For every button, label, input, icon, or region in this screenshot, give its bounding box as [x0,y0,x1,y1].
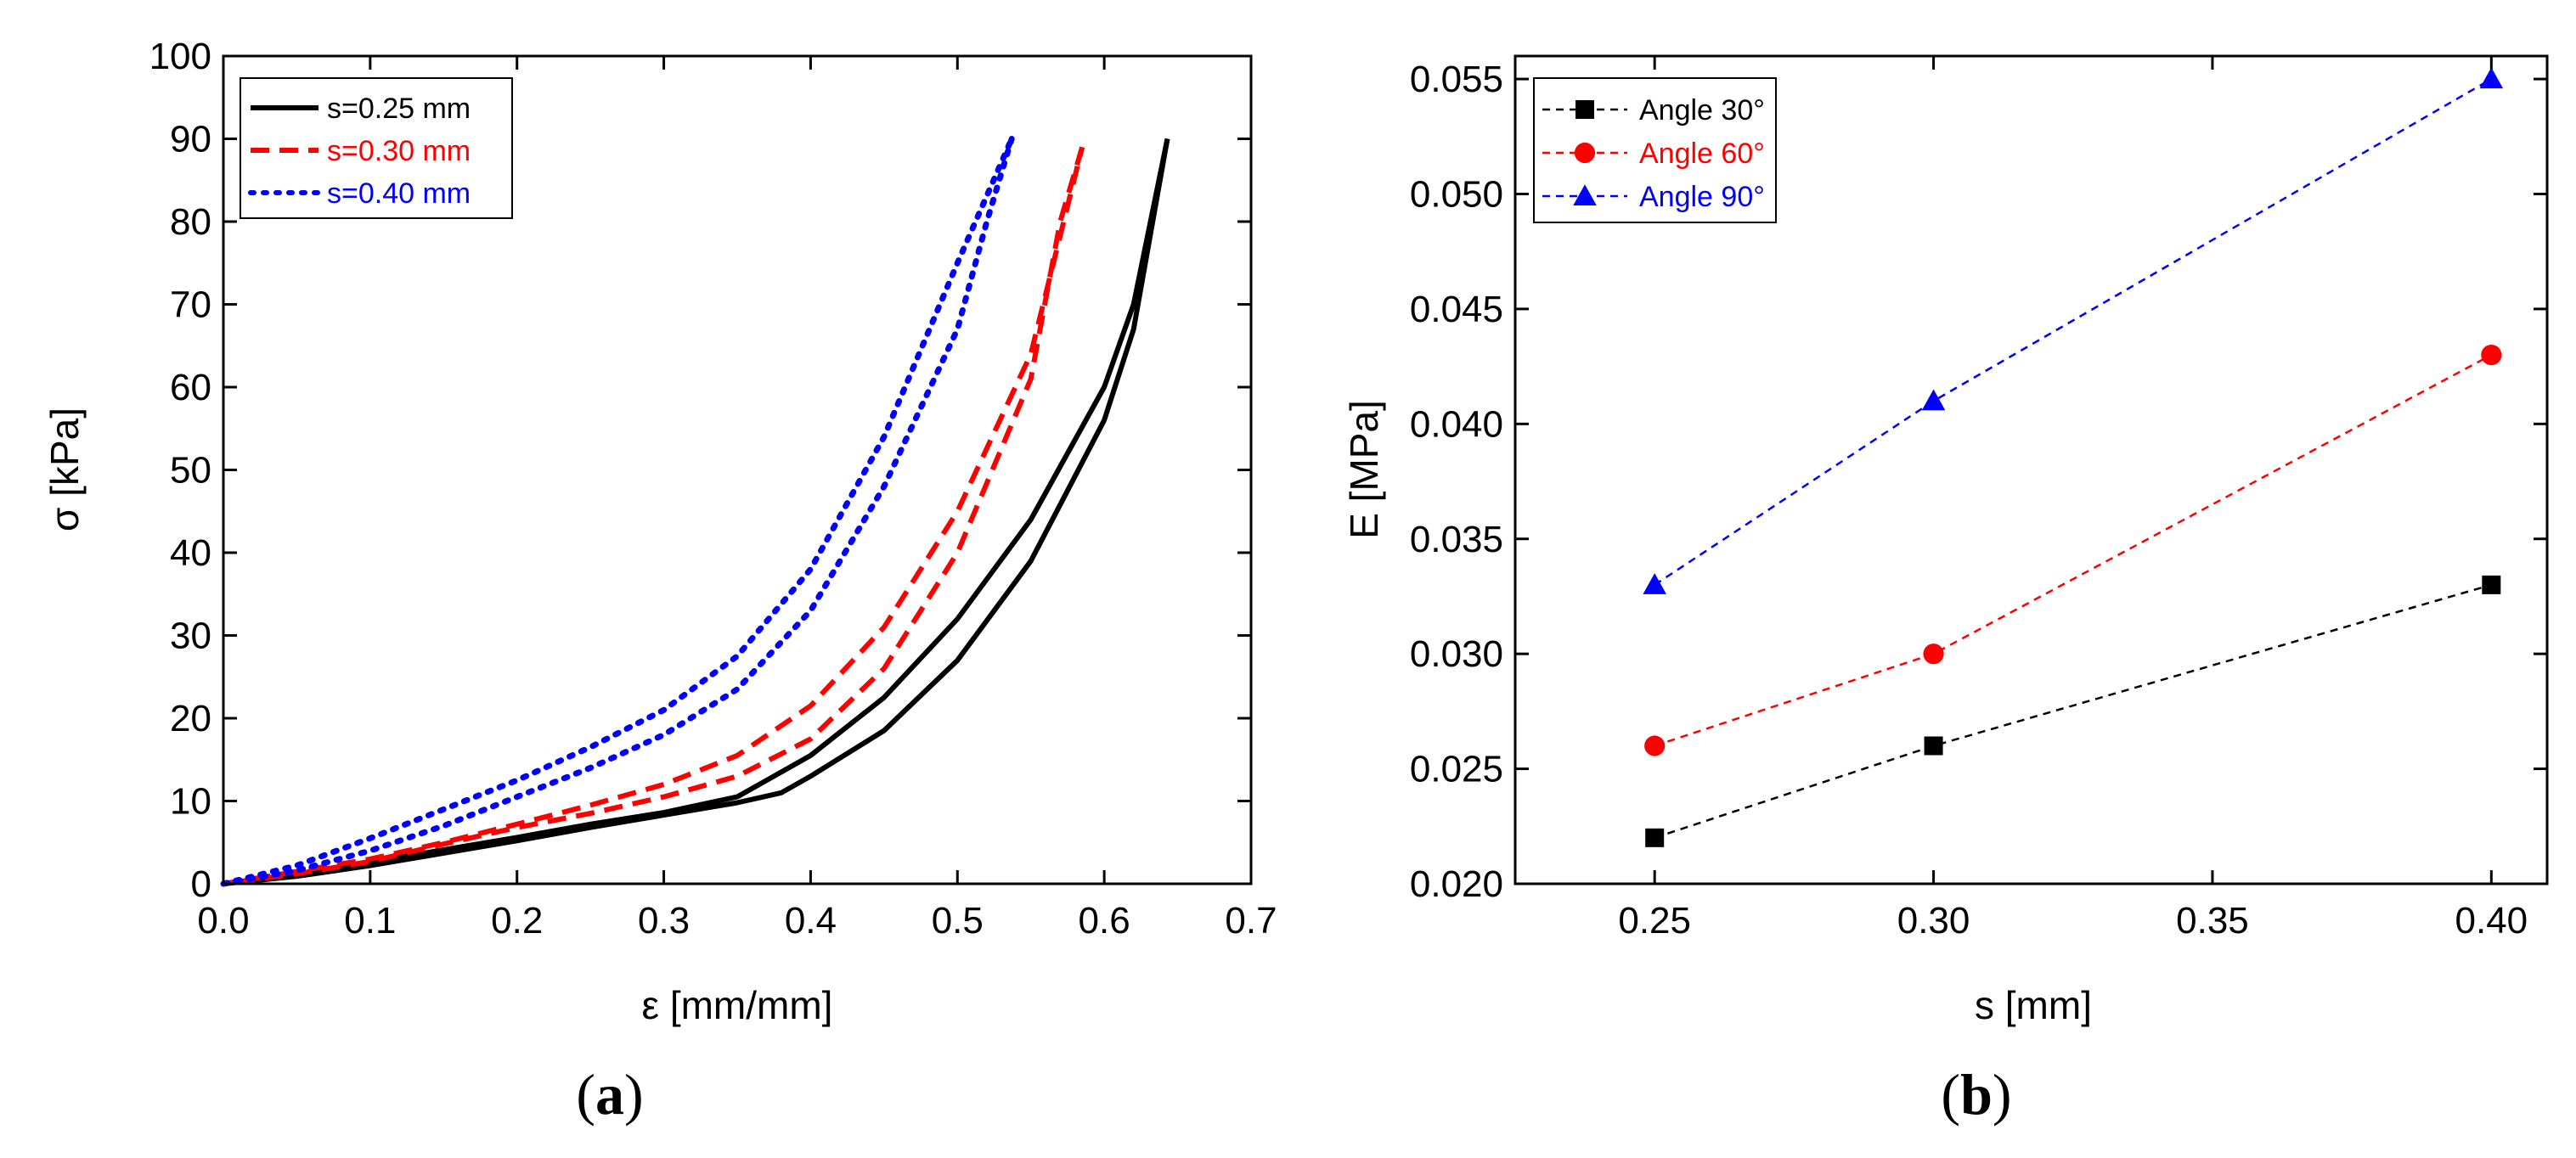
chart-a-series-1-unloading-curve [223,138,1170,886]
chart-a-legend-label-2: s=0.30 mm [327,135,471,167]
chart-a-x-tick-label: 0.3 [638,900,690,942]
chart-b-legend-marker-2 [1574,142,1596,164]
chart-a-y-tick-label: 40 [170,532,211,574]
chart-a-x-tick-label: 0.4 [785,900,837,942]
chart-b-series-1-point [1924,736,1943,756]
chart-b-x-tick-label: 0.30 [1897,900,1970,942]
chart-b-y-tick-label: 0.030 [1410,633,1503,675]
chart-b-series-3-line [1654,78,2492,586]
chart-b-legend-marker-1 [1575,100,1594,119]
chart-b-plot-frame [1513,54,2549,885]
chart-a-y-axis-label: σ [kPa] [42,408,87,531]
chart-b-series-1-line [1654,583,2492,839]
chart-b-x-tick-label: 0.35 [2176,900,2249,942]
chart-a-x-tick-label: 0.2 [491,900,543,942]
chart-b-y-tick-label: 0.050 [1410,174,1503,216]
chart-b-series-1-point [2482,575,2501,594]
chart-b-legend-box [1533,77,1777,223]
chart-a-y-tick-label: 80 [170,201,211,243]
chart-a-legend-label-1: s=0.25 mm [327,93,471,125]
chart-b-legend-label-1: Angle 30° [1639,94,1765,126]
panel-b-label: (b) [1941,1062,2011,1127]
chart-a-x-tick-label: 0.0 [197,900,249,942]
chart-b-series-lines [1643,67,2504,847]
chart-a-y-tick-label: 100 [149,36,211,77]
chart-b-series-2-point [2481,344,2502,366]
chart-b-modulus: 0.25 0.30 0.35 0.40 0.020 0.025 0.030 0.035 0.04… [1342,54,2549,1027]
chart-b-y-tick-label: 0.055 [1410,59,1503,100]
chart-b-series-3-point [1921,389,1946,411]
chart-a-y-tick-label: 30 [170,616,211,657]
chart-b-y-tick-label: 0.020 [1410,863,1503,905]
chart-a-x-tick-label: 0.6 [1079,900,1130,942]
chart-b-y-tick-label: 0.045 [1410,289,1503,330]
chart-a-x-tick-label: 0.7 [1225,900,1277,942]
chart-a-y-tick-label: 90 [170,119,211,160]
chart-a-y-tick-label: 70 [170,284,211,326]
chart-a-ticks: 0.0 0.1 0.2 0.3 0.4 0.5 0.6 0.7 0 10 20 30 40 50 60 70 8… [149,36,1277,942]
chart-b-series-1-point [1645,828,1665,847]
chart-a-stress-strain: 0.0 0.1 0.2 0.3 0.4 0.5 0.6 0.7 0 10 20 30 40 50 60 70 8… [42,36,1277,1027]
chart-b-y-tick-label: 0.025 [1410,749,1503,790]
chart-a-series-2-loading-curve [223,146,1085,886]
panel-a-label: (a) [576,1062,643,1127]
chart-a-y-tick-label: 50 [170,450,211,492]
chart-b-legend-marker-3 [1573,184,1597,205]
chart-a-series-3-loading-curve [220,136,1015,887]
chart-a-x-tick-label: 0.5 [932,900,984,942]
chart-b-ticks: 0.25 0.30 0.35 0.40 0.020 0.025 0.030 0.035 0.04… [1410,56,2547,942]
chart-a-curves [220,136,1170,887]
chart-a-legend-label-3: s=0.40 mm [327,177,471,210]
chart-b-series-3-point [2479,67,2504,89]
chart-b-series-2-line [1654,353,2492,747]
chart-b-legend-label-2: Angle 60° [1639,138,1765,170]
chart-a-y-tick-label: 0 [191,863,211,905]
chart-a-y-tick-label: 10 [170,781,211,823]
chart-b-series-3-point [1643,573,1666,594]
chart-a-legend: s=0.25 mm s=0.30 mm s=0.40 mm [240,77,513,219]
chart-b-series-2-point [1923,644,1944,665]
chart-b-y-tick-label: 0.035 [1410,519,1503,560]
chart-a-x-axis-label: ε [mm/mm] [642,983,833,1027]
chart-b-y-axis-label: E [MPa] [1342,400,1386,539]
chart-a-y-tick-label: 60 [170,367,211,408]
chart-b-y-tick-label: 0.040 [1410,403,1503,445]
chart-b-x-tick-label: 0.25 [1618,900,1691,942]
chart-b-x-tick-label: 0.40 [2455,900,2528,942]
chart-a-series-2-unloading-curve [223,146,1085,886]
chart-b-x-axis-label: s [mm] [1975,983,2092,1027]
chart-b-legend-label-3: Angle 90° [1639,181,1765,213]
chart-b-series-2-point [1644,735,1666,756]
chart-b-legend: Angle 30° Angle 60° Angle 90° [1533,77,1777,223]
chart-a-y-tick-label: 20 [170,698,211,739]
chart-a-x-tick-label: 0.1 [344,900,396,942]
